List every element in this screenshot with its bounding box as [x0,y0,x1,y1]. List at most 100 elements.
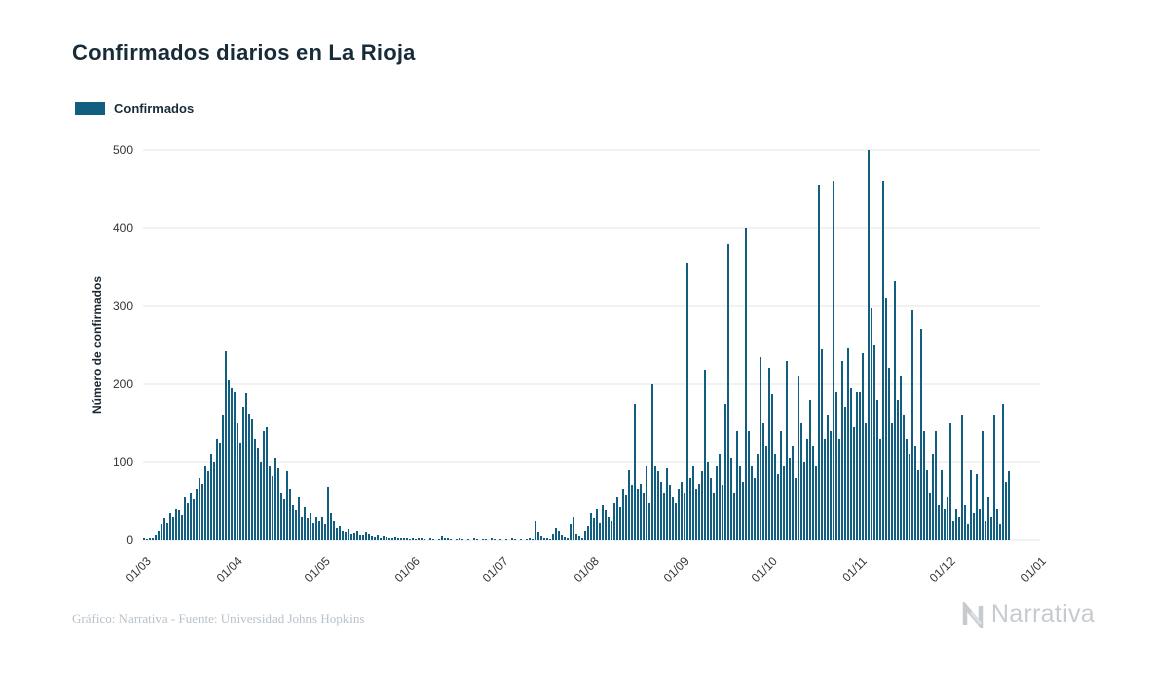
bar[interactable] [949,423,952,540]
bar[interactable] [265,426,268,540]
bar[interactable] [934,430,937,540]
bar[interactable] [294,510,297,540]
bar[interactable] [414,539,417,540]
bar[interactable] [706,462,709,540]
legend-item-confirmados[interactable]: Confirmados [75,101,194,116]
bar[interactable] [899,376,902,540]
bar[interactable] [876,399,879,540]
bar[interactable] [809,399,812,540]
bar[interactable] [847,348,850,540]
bar[interactable] [788,458,791,540]
bar[interactable] [668,485,671,540]
bar[interactable] [911,309,914,540]
bar[interactable] [207,471,210,540]
bar[interactable] [978,508,981,540]
bar[interactable] [885,298,888,540]
bar[interactable] [549,539,552,540]
bar[interactable] [739,465,741,540]
bar[interactable] [528,538,531,540]
bar[interactable] [999,524,1002,540]
bar[interactable] [870,308,873,540]
bar[interactable] [166,522,169,540]
bar[interactable] [759,356,762,540]
bar[interactable] [350,533,353,540]
bar[interactable] [224,351,227,540]
bar[interactable] [552,533,554,540]
bar[interactable] [692,465,695,540]
bar[interactable] [271,476,274,540]
bar[interactable] [347,529,350,540]
bar[interactable] [455,539,458,540]
bar[interactable] [1004,481,1007,540]
bar[interactable] [782,465,785,540]
bar[interactable] [858,391,861,540]
bar[interactable] [531,539,534,540]
bar[interactable] [268,465,271,540]
bar[interactable] [651,384,654,540]
bar[interactable] [332,520,335,540]
bar[interactable] [443,537,446,540]
bar[interactable] [715,465,718,540]
bar[interactable] [747,430,750,540]
bar[interactable] [300,516,303,540]
bar[interactable] [601,504,604,540]
bar[interactable] [744,228,747,540]
bar[interactable] [458,538,461,540]
bar[interactable] [823,438,826,540]
bar[interactable] [213,462,216,540]
bar[interactable] [633,403,636,540]
bar[interactable] [572,516,575,540]
bar[interactable] [604,510,607,540]
bar[interactable] [367,533,370,540]
bar[interactable] [256,447,259,540]
bar[interactable] [820,348,823,540]
bar[interactable] [917,469,920,540]
bar[interactable] [625,494,628,540]
bar[interactable] [905,438,908,540]
bar[interactable] [762,423,765,540]
bar[interactable] [628,469,630,540]
bar[interactable] [519,539,522,540]
bar[interactable] [195,489,198,540]
bar[interactable] [937,504,940,540]
bar[interactable] [236,423,239,540]
bar[interactable] [829,430,832,540]
bar[interactable] [888,368,890,540]
bar[interactable] [587,525,590,540]
bar[interactable] [169,512,172,540]
bar[interactable] [505,539,508,540]
bar[interactable] [183,497,186,540]
bar[interactable] [642,493,645,540]
bar[interactable] [180,515,183,540]
bar[interactable] [607,516,610,540]
bar[interactable] [931,454,934,540]
bar[interactable] [575,533,578,540]
bar[interactable] [476,539,479,540]
bar[interactable] [233,391,236,540]
bar[interactable] [525,539,528,540]
bar[interactable] [373,536,376,540]
bar[interactable] [277,468,280,540]
bar[interactable] [309,512,312,540]
bar[interactable] [891,423,893,540]
bar[interactable] [835,391,838,540]
bar[interactable] [855,391,858,540]
bar[interactable] [563,536,566,540]
bar[interactable] [896,399,899,540]
bar[interactable] [943,508,946,540]
bar[interactable] [192,499,195,540]
bar[interactable] [914,446,917,540]
bar[interactable] [338,525,341,540]
bar[interactable] [791,446,794,540]
bar[interactable] [996,508,999,540]
bar[interactable] [955,508,958,540]
bar[interactable] [382,536,385,540]
bar[interactable] [777,473,779,540]
bar[interactable] [893,281,896,540]
bar[interactable] [186,502,189,540]
bar[interactable] [981,430,984,540]
bar[interactable] [610,520,613,540]
bar[interactable] [654,465,657,540]
bar[interactable] [239,442,242,540]
bar[interactable] [590,512,592,540]
